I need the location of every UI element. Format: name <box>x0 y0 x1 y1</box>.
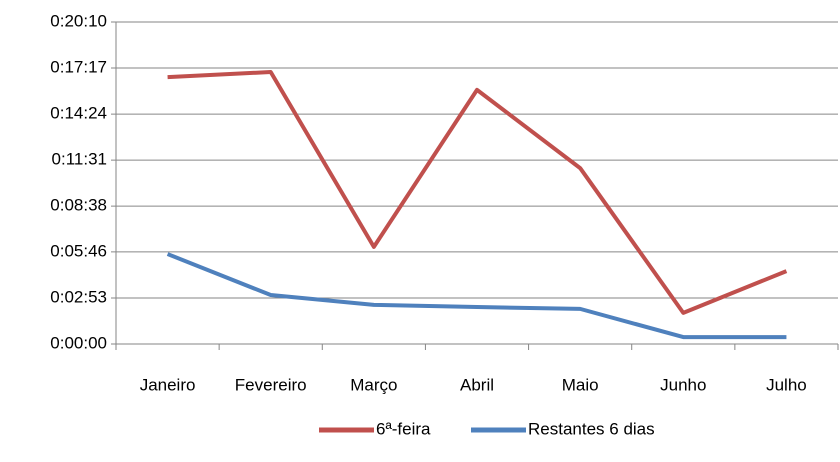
y-tick-label: 0:08:38 <box>50 196 107 215</box>
x-tick-label: Fevereiro <box>235 375 307 394</box>
x-tick-label: Julho <box>766 375 807 394</box>
y-tick-label: 0:05:46 <box>50 241 107 260</box>
y-tick-label: 0:17:17 <box>50 58 107 77</box>
x-tick-label: Abril <box>460 375 494 394</box>
x-tick-label: Março <box>350 375 397 394</box>
series-line <box>166 252 787 340</box>
y-tick-label: 0:02:53 <box>50 287 107 306</box>
y-tick-label: 0:11:31 <box>52 150 107 169</box>
y-tick-label: 0:20:10 <box>50 11 107 30</box>
x-tick-label: Maio <box>562 375 599 394</box>
legend-label: Restantes 6 dias <box>528 419 655 438</box>
series-line <box>167 70 788 315</box>
x-tick-label: Janeiro <box>140 375 196 394</box>
legend-label: 6ª-feira <box>376 419 431 438</box>
y-tick-label: 0:00:00 <box>50 333 107 352</box>
x-tick-label: Junho <box>660 375 706 394</box>
y-tick-label: 0:14:24 <box>50 104 107 123</box>
